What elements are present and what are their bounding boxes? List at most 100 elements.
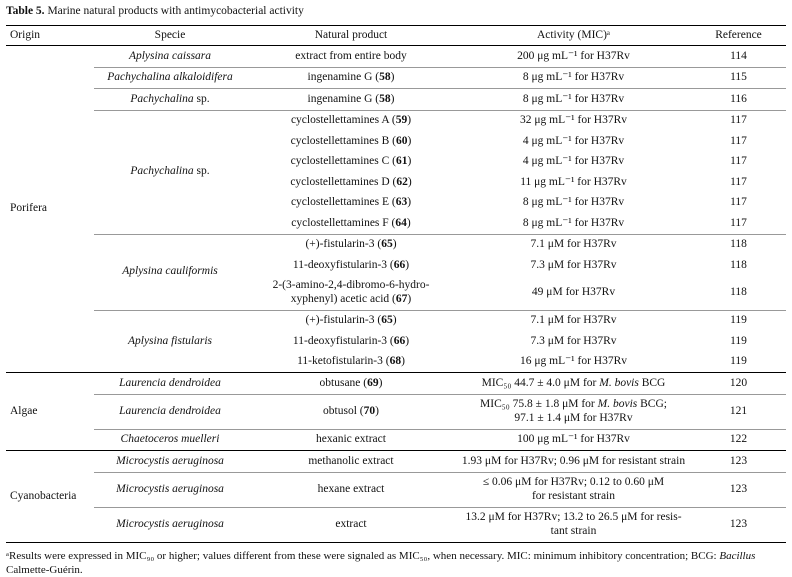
bold-text: 63: [395, 196, 408, 208]
table-row: Microcystis aeruginosa hexane extract ≤ 0.…: [6, 471, 786, 507]
activity-cell: 49 μM for H37Rv: [531, 285, 616, 298]
italic-text: Aplysina caissara: [128, 49, 212, 62]
text-run: ): [375, 404, 379, 417]
data-table: Origin Specie Natural product Activity (MIC…: [6, 25, 786, 543]
product-cell: 11-deoxyfistularin-3 (66): [246, 255, 456, 276]
italic-text: M. bovis: [597, 398, 638, 410]
text-run: 11-ketofistularin-3 (: [297, 355, 390, 367]
activity-cell: 11 μg mL⁻¹ for H37Rv: [520, 175, 627, 188]
italic-text: Bacillus: [719, 549, 756, 562]
activity-cell: MIC₅₀ 75.8 ± 1.8 μM for M. bovis BCG; 97…: [456, 393, 691, 429]
text-run: sp.: [193, 165, 210, 178]
text-run: (+)-fistularin-3 (: [305, 314, 382, 326]
italic-text: Laurencia dendroidea: [119, 404, 221, 417]
table-row: cyclostellettamines C (61) 4 μg mL⁻¹ for …: [6, 152, 786, 173]
column-header: Reference: [691, 25, 786, 46]
specie-cell: Aplysina caissara: [94, 46, 246, 68]
reference-cell: 123: [691, 450, 786, 472]
bold-text: 59: [395, 114, 408, 126]
bold-text: 68: [389, 355, 402, 367]
bold-text: 64: [395, 216, 407, 229]
table-row: cyclostellettamines D (62) 11 μg mL⁻¹ for…: [6, 172, 786, 193]
text-run: ): [392, 238, 397, 250]
reference-cell: 119: [730, 334, 747, 347]
reference-cell: 118: [730, 285, 747, 298]
bold-text: 58: [379, 92, 391, 105]
text-run: cyclostellettamines F (: [291, 216, 396, 229]
text-run: ): [392, 314, 397, 326]
table-row: 2-(3-amino-2,4-dibromo-6-hydro- xyphenyl…: [6, 276, 786, 311]
product-cell: cyclostellettamines B (60): [246, 131, 456, 152]
document: Table 5. Marine natural products with an…: [6, 0, 786, 577]
activity-cell: 13.2 μM for H37Rv; 13.2 to 26.5 μM for r…: [456, 506, 691, 543]
bold-text: 60: [396, 134, 408, 147]
specie-cell: Aplysina fistularis: [94, 309, 246, 373]
text-run: cyclostellettamines D (: [290, 175, 397, 188]
activity-cell: 200 μg mL⁻¹ for H37Rv: [517, 49, 630, 62]
activity-cell: 8 μg mL⁻¹ for H37Rv: [522, 196, 625, 208]
activity-cell: ≤ 0.06 μM for H37Rv; 0.12 to 0.60 μM for…: [456, 471, 691, 507]
product-cell: methanolic extract: [246, 450, 456, 472]
reference-cell: 122: [691, 428, 786, 451]
activity-cell: 4 μg mL⁻¹ for H37Rv: [522, 155, 625, 167]
reference-cell: 118: [730, 258, 747, 271]
activity-cell: 32 μg mL⁻¹ for H37Rv: [456, 109, 691, 131]
text-run: ): [407, 196, 412, 208]
product-cell: cyclostellettamines A (59): [246, 109, 456, 131]
italic-text: M. bovis: [599, 376, 639, 389]
text-run: ingenamine G (: [307, 92, 380, 105]
specie-cell: Microcystis aeruginosa: [94, 450, 246, 472]
reference-cell: 119: [730, 355, 747, 367]
reference-cell: 120: [691, 372, 786, 394]
text-run: ingenamine G (: [307, 71, 380, 83]
text-run: ): [390, 92, 395, 105]
text-run: ): [407, 134, 412, 147]
product-cell: (+)-fistularin-3 (65): [246, 233, 456, 255]
reference-cell: 116: [691, 88, 786, 110]
specie-cell: Microcystis aeruginosa: [94, 506, 246, 543]
text-run: BCG; 97.1 ± 1.4 μM for H37Rv: [514, 398, 667, 424]
product-cell: obtusol (70): [246, 393, 456, 429]
reference-cell: 123: [691, 506, 786, 543]
text-run: cyclostellettamines A (: [290, 114, 396, 126]
product-cell: cyclostellettamines E (63): [246, 193, 456, 214]
activity-cell: 4 μg mL⁻¹ for H37Rv: [522, 134, 625, 147]
bold-text: 65: [381, 238, 393, 250]
italic-text: Microcystis aeruginosa: [116, 517, 224, 530]
column-header: Specie: [94, 25, 246, 46]
table-row: 11-deoxyfistularin-3 (66) 7.3 μM for H37R…: [6, 255, 786, 276]
specie-cell: Pachychalina sp.: [94, 88, 246, 110]
reference-cell: 117: [730, 216, 747, 229]
footnote: ᵃResults were expressed in MIC₉₀ or high…: [6, 549, 786, 577]
table-row: cyclostellettamines B (60) 4 μg mL⁻¹ for …: [6, 131, 786, 152]
activity-cell: 7.1 μM for H37Rv: [456, 233, 691, 255]
specie-cell: Laurencia dendroidea: [94, 393, 246, 429]
specie-cell: Pachychalina sp.: [94, 109, 246, 234]
caption-text: Marine natural products with antimycobac…: [47, 5, 304, 17]
activity-cell: 7.3 μM for H37Rv: [530, 258, 617, 271]
specie-cell: Laurencia dendroidea: [94, 372, 246, 394]
specie-cell: Chaetoceros muelleri: [94, 428, 246, 451]
product-cell: cyclostellettamines C (61): [246, 152, 456, 173]
column-header: Natural product: [246, 25, 456, 46]
product-cell: hexanic extract: [246, 428, 456, 451]
table-row: Chaetoceros muelleri hexanic extract 100 μ…: [6, 428, 786, 451]
bold-text: 70: [363, 404, 376, 417]
activity-cell: 8 μg mL⁻¹ for H37Rv: [456, 66, 691, 89]
product-cell: cyclostellettamines D (62): [246, 172, 456, 193]
bold-text: 66: [393, 258, 406, 271]
text-run: cyclostellettamines E (: [290, 196, 396, 208]
text-run: ): [405, 334, 410, 347]
table-row: Aplysina fistularis (+)-fistularin-3 (65)…: [6, 309, 786, 373]
text-run: ): [405, 258, 410, 271]
activity-cell: 1.93 μM for H37Rv; 0.96 μM for resistant…: [456, 450, 691, 472]
table-row: cyclostellettamines E (63) 8 μg mL⁻¹ for …: [6, 193, 786, 214]
text-run: MIC₅₀ 75.8 ± 1.8 μM for: [480, 398, 598, 410]
text-run: MIC₅₀ 44.7 ± 4.0 μM for: [481, 376, 600, 389]
italic-text: Microcystis aeruginosa: [116, 454, 224, 467]
bold-text: 62: [396, 175, 408, 188]
header-row: Origin Specie Natural product Activity (MIC…: [6, 25, 786, 46]
text-run: ): [407, 292, 412, 305]
product-cell: 11-deoxyfistularin-3 (66): [246, 331, 456, 352]
